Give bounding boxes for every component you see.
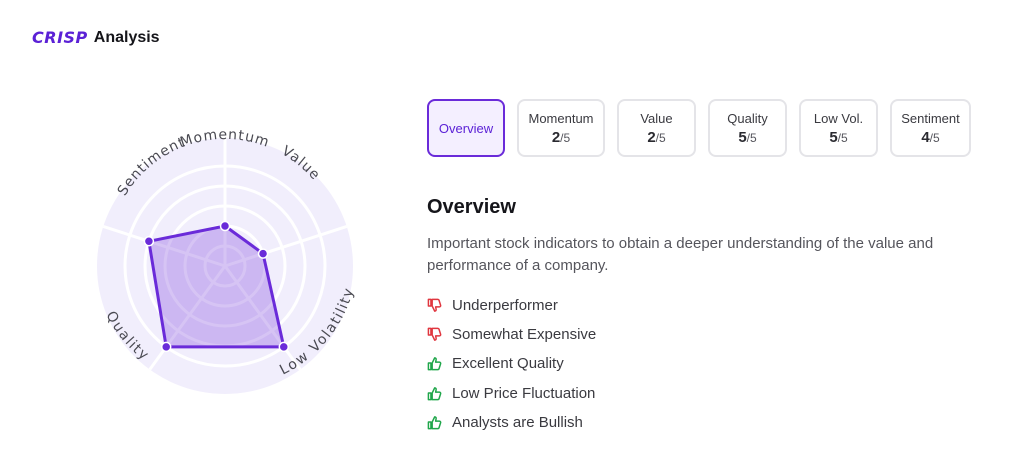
thumbs-down-icon [427,327,442,342]
section-description: Important stock indicators to obtain a d… [427,235,934,274]
tab-overview[interactable]: Overview [427,99,505,157]
radar-value-polygon [147,224,286,349]
indicator-text: Analysts are Bullish [452,413,583,431]
tab-label: Quality [727,110,768,126]
indicator-text: Somewhat Expensive [452,326,597,344]
page-title: Analysis [93,28,160,46]
indicator-item: Low Price Fluctuation [427,379,596,408]
radar-spoke [148,265,227,371]
indicator-text: Excellent Quality [452,355,564,373]
tab-score: 5/5 [829,128,848,146]
indicator-item: Underperformer [427,291,596,320]
tab-score: 2/5 [647,128,666,146]
indicator-item: Excellent Quality [427,349,596,378]
section-title: Overview [427,196,516,218]
thumbs-down-icon [427,298,442,312]
indicator-item: Analysts are Bullish [427,408,596,437]
radar-point-value [257,248,269,259]
tab-momentum[interactable]: Momentum 2/5 [517,99,605,157]
tab-label: Momentum [528,110,594,126]
tab-label: Sentiment [901,110,960,126]
score-tabs: Overview Momentum 2/5 Value 2/5 Quality … [427,99,971,157]
tab-score: 4/5 [921,128,940,146]
tab-sentiment[interactable]: Sentiment 4/5 [890,99,971,157]
radar-chart: Momentum Value Quality Low Volatility Sentim… [40,70,410,440]
thumbs-up-icon [427,386,442,400]
crisp-logo: CRISP [32,28,88,47]
tab-label: Low Vol. [813,110,864,126]
indicator-text: Underperformer [452,297,558,315]
radar-point-momentum [219,220,231,232]
tab-label: Overview [438,120,494,136]
thumbs-up-icon [427,357,442,371]
radar-spoke [224,225,348,268]
tab-quality[interactable]: Quality 5/5 [708,99,787,157]
tab-score: 5/5 [738,128,757,146]
tab-score: 2/5 [551,128,571,146]
tab-value[interactable]: Value 2/5 [617,99,696,157]
radar-spoke [223,265,302,371]
thumbs-up-icon [427,415,442,430]
radar-spoke [102,225,226,268]
indicator-list: Underperformer Somewhat Expensive Excellen… [427,291,596,437]
tab-label: Value [640,110,673,126]
radar-point-low-volatility [160,341,172,353]
radar-axis-label-momentum: Momentum [178,127,271,151]
tab-low-volatility[interactable]: Low Vol. 5/5 [799,99,878,157]
radar-rings [102,138,348,371]
radar-point-quality [278,341,290,353]
indicator-item: Somewhat Expensive [427,320,596,349]
radar-point-sentiment [143,236,155,247]
indicator-text: Low Price Fluctuation [452,384,596,402]
brand-header: CRISP Analysis [32,28,160,47]
